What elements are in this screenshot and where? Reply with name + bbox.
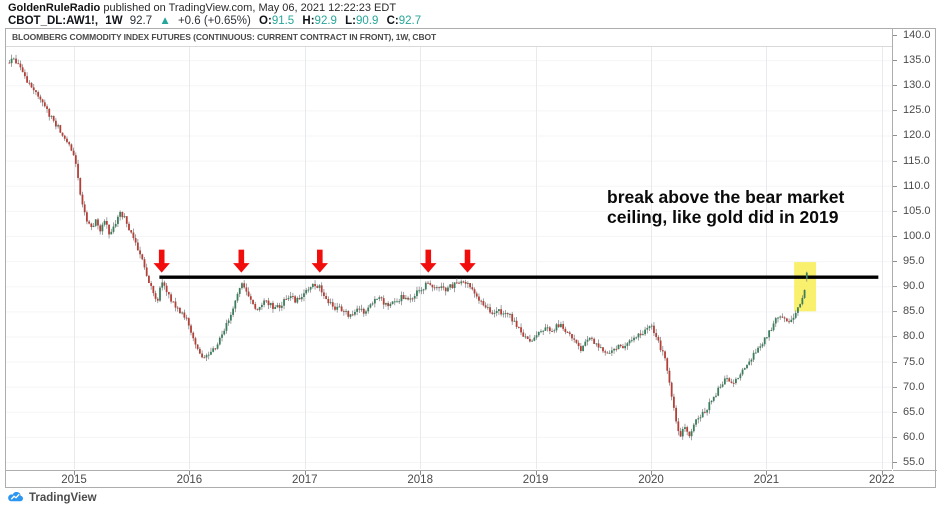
- chart-annotation: break above the bear market ceiling, lik…: [607, 187, 845, 227]
- price-tick-mark: [893, 336, 897, 338]
- high-label: H:: [302, 15, 315, 27]
- time-tick-mark: [766, 471, 768, 475]
- price-tick-label: 70.0: [903, 380, 925, 393]
- price-tick-label: 90.0: [903, 280, 925, 293]
- time-tick-label: 2016: [176, 474, 203, 486]
- price-tick-mark: [893, 436, 897, 438]
- price-tick-mark: [893, 311, 897, 313]
- price-chart-canvas: [6, 29, 892, 469]
- price-tick-label: 125.0: [903, 104, 931, 117]
- price-tick-mark: [893, 35, 897, 36]
- up-arrow-icon: ▲: [159, 15, 171, 27]
- price-tick-label: 100.0: [903, 229, 931, 242]
- price-tick-mark: [893, 185, 897, 187]
- time-tick-mark: [304, 471, 306, 475]
- symbol-name: CBOT_DL:AW1!,: [8, 15, 99, 27]
- price-tick-mark: [893, 210, 897, 212]
- price-tick-mark: [893, 462, 897, 464]
- price-change: +0.6 (+0.65%): [177, 15, 251, 27]
- price-tick-label: 65.0: [903, 405, 925, 418]
- price-tick-label: 130.0: [903, 79, 931, 92]
- time-tick-mark: [535, 471, 537, 475]
- price-tick-mark: [893, 261, 897, 263]
- price-tick-label: 110.0: [903, 179, 930, 192]
- low-label: L:: [345, 15, 356, 27]
- time-tick-label: 2020: [638, 474, 664, 486]
- close-value: 92.7: [398, 15, 422, 27]
- price-tick-label: 55.0: [903, 456, 925, 469]
- time-tick-mark: [651, 471, 652, 475]
- high-value: 92.9: [314, 15, 337, 27]
- price-tick-label: 135.0: [903, 54, 931, 67]
- price-tick-label: 115.0: [903, 154, 930, 167]
- tradingview-logo-text[interactable]: TradingView: [29, 491, 97, 504]
- time-tick-mark: [74, 471, 75, 475]
- chart-pane: BLOOMBERG COMMODITY INDEX FUTURES (CONTI…: [6, 29, 893, 469]
- open-value: 91.5: [271, 15, 295, 27]
- price-tick-mark: [893, 160, 897, 162]
- published-line: GoldenRuleRadio published on TradingView…: [8, 2, 421, 14]
- time-tick-mark: [420, 471, 422, 475]
- price-tick-label: 120.0: [903, 129, 931, 142]
- time-axis: 2015 2016 2017 2018 2019 2020 2021 2022: [6, 470, 895, 489]
- close-label: C:: [386, 15, 399, 27]
- chart-title: BLOOMBERG COMMODITY INDEX FUTURES (CONTI…: [6, 29, 892, 47]
- time-tick-label: 2018: [407, 474, 433, 486]
- price-tick-mark: [893, 386, 897, 388]
- time-tick-label: 2021: [753, 474, 780, 486]
- time-tick-label: 2019: [522, 474, 549, 486]
- last-price: 92.7: [129, 15, 153, 27]
- low-value: 90.9: [356, 15, 379, 27]
- price-tick-label: 75.0: [903, 355, 925, 368]
- price-tick-label: 85.0: [903, 305, 925, 318]
- price-tick-mark: [893, 110, 897, 112]
- chart-frame: BLOOMBERG COMMODITY INDEX FUTURES (CONTI…: [5, 28, 937, 489]
- time-tick-label: 2015: [61, 474, 87, 486]
- price-tick-mark: [893, 411, 897, 413]
- price-tick-mark: [893, 135, 897, 137]
- price-axis: 140.0 135.0 130.0 125.0 120.0 115.0 110.0 105.0…: [893, 29, 937, 469]
- price-tick-mark: [893, 85, 897, 87]
- price-tick-label: 95.0: [903, 255, 925, 268]
- time-tick-label: 2022: [869, 474, 895, 486]
- annotation-line-1: break above the bear market: [607, 187, 845, 207]
- snapshot-header: GoldenRuleRadio published on TradingView…: [8, 2, 421, 27]
- published-text: published on TradingView.com, May 06, 20…: [100, 2, 397, 14]
- tradingview-footer: TradingView: [7, 491, 97, 504]
- symbol-interval: 1W: [105, 15, 123, 27]
- time-tick-mark: [189, 471, 191, 475]
- axis-corner: [893, 470, 937, 489]
- price-tick-label: 105.0: [903, 204, 931, 217]
- price-tick-mark: [893, 60, 897, 62]
- symbol-legend: CBOT_DL:AW1!, 1W 92.7 ▲ +0.6 (+0.65%) O:…: [8, 15, 421, 27]
- time-tick-label: 2017: [292, 474, 318, 486]
- price-tick-mark: [893, 235, 897, 237]
- annotation-line-2: ceiling, like gold did in 2019: [607, 206, 839, 227]
- price-tick-mark: [893, 361, 897, 363]
- author-name: GoldenRuleRadio: [8, 2, 101, 14]
- price-tick-label: 140.0: [903, 29, 931, 41]
- tradingview-logo-icon[interactable]: [7, 491, 24, 504]
- price-tick-mark: [893, 286, 897, 288]
- open-label: O:: [259, 15, 272, 27]
- price-tick-label: 60.0: [903, 430, 925, 443]
- time-tick-mark: [881, 471, 883, 475]
- price-tick-label: 80.0: [903, 330, 925, 343]
